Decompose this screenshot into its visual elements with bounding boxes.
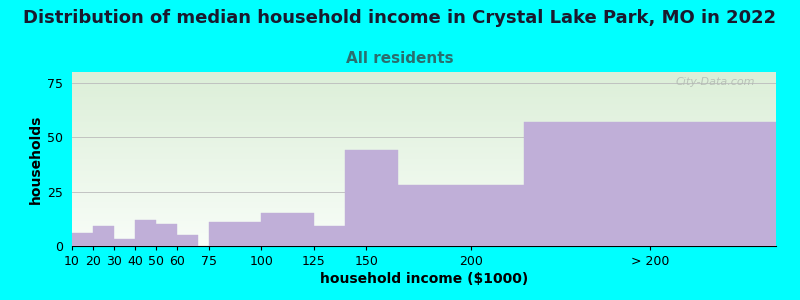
Bar — [314, 226, 345, 246]
Y-axis label: households: households — [29, 114, 43, 204]
Bar — [72, 233, 93, 246]
Bar — [156, 224, 177, 246]
Bar — [524, 122, 776, 246]
Bar — [209, 222, 261, 246]
Bar — [387, 185, 524, 246]
Bar — [93, 226, 114, 246]
Bar — [261, 213, 314, 246]
X-axis label: household income ($1000): household income ($1000) — [320, 272, 528, 286]
Bar — [135, 220, 156, 246]
Text: City-Data.com: City-Data.com — [675, 77, 755, 87]
Text: All residents: All residents — [346, 51, 454, 66]
Bar — [345, 150, 398, 246]
Bar — [114, 239, 135, 246]
Bar — [177, 235, 198, 246]
Text: Distribution of median household income in Crystal Lake Park, MO in 2022: Distribution of median household income … — [23, 9, 777, 27]
